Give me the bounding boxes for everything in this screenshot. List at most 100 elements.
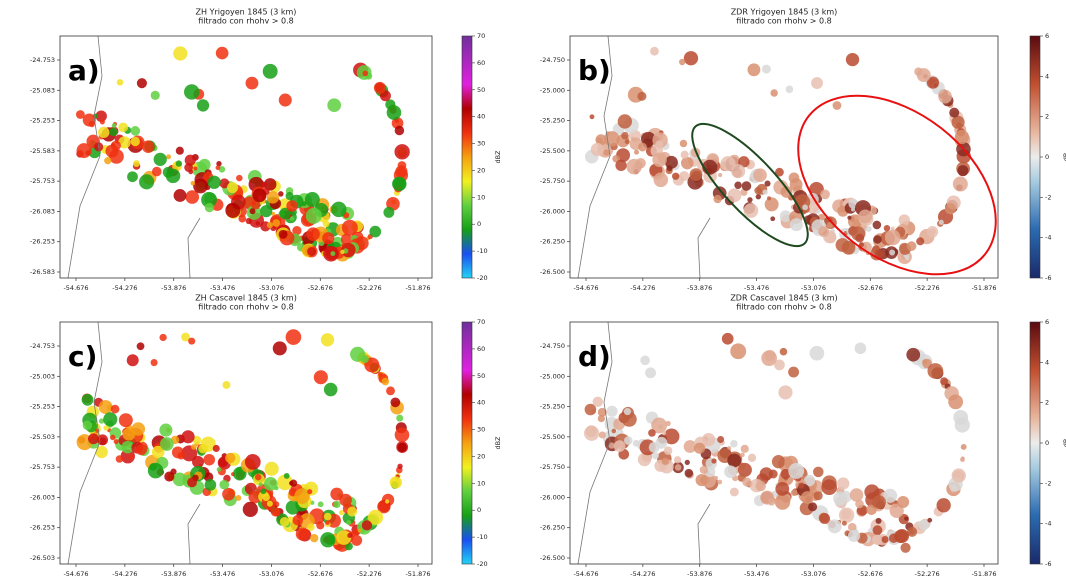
radar-echo xyxy=(378,372,383,377)
radar-echo xyxy=(173,46,188,61)
y-tick-label: -25.753 xyxy=(30,177,55,185)
radar-echo xyxy=(680,150,689,159)
colorbar-tick-label: -10 xyxy=(477,533,488,541)
highlight-ellipse xyxy=(691,122,809,248)
radar-echo xyxy=(753,168,767,183)
radar-echo xyxy=(872,220,882,230)
radar-echo xyxy=(638,142,647,152)
radar-echo xyxy=(624,139,630,145)
radar-echo xyxy=(362,70,369,77)
radar-echo xyxy=(761,350,777,367)
x-tick-label: -53.476 xyxy=(210,284,235,292)
radar-echo xyxy=(262,63,278,79)
radar-echo xyxy=(603,149,610,156)
x-tick-label: -51.876 xyxy=(971,284,996,292)
radar-echo xyxy=(653,172,669,188)
radar-echo xyxy=(245,217,252,225)
x-tick-label: -54.276 xyxy=(630,284,655,292)
radar-echo xyxy=(645,367,656,379)
radar-echo xyxy=(274,485,279,491)
x-tick-label: -52.676 xyxy=(858,284,883,292)
colorbar-tick-label: 2 xyxy=(1045,113,1049,121)
radar-echo xyxy=(900,542,911,553)
radar-echo xyxy=(634,161,643,170)
map-frame xyxy=(569,321,999,565)
radar-echo xyxy=(684,459,690,465)
radar-echo xyxy=(664,155,678,169)
radar-echo xyxy=(193,178,208,194)
radar-echo xyxy=(254,473,262,481)
radar-echo xyxy=(883,224,891,232)
radar-echo xyxy=(279,517,290,527)
radar-echo xyxy=(798,482,805,489)
radar-echo xyxy=(120,449,135,464)
radar-echo xyxy=(693,442,706,454)
y-tick-label: -26.500 xyxy=(540,268,565,276)
radar-echo xyxy=(294,488,310,504)
y-tick-label: -25.003 xyxy=(30,372,55,380)
radar-echo xyxy=(854,342,867,355)
radar-echo xyxy=(116,79,124,86)
radar-echo xyxy=(136,78,147,89)
radar-echo xyxy=(109,434,116,441)
radar-echo xyxy=(661,457,669,465)
radar-echo xyxy=(346,519,352,525)
colorbar-tick-label: 60 xyxy=(477,59,485,67)
radar-echo xyxy=(759,467,773,481)
y-tick-label: -26.000 xyxy=(540,207,565,215)
radar-echo xyxy=(740,444,749,453)
radar-echo xyxy=(98,418,105,424)
radar-echo xyxy=(306,227,320,241)
x-tick-label: -54.676 xyxy=(63,570,88,578)
radar-echo xyxy=(129,454,134,460)
radar-echo xyxy=(177,452,185,460)
radar-echo xyxy=(683,51,699,66)
radar-echo xyxy=(207,175,221,189)
border-line xyxy=(187,217,201,279)
radar-echo xyxy=(724,465,737,479)
radar-echo xyxy=(201,191,217,208)
radar-echo xyxy=(188,337,196,345)
radar-echo xyxy=(898,513,910,525)
radar-echo xyxy=(890,226,895,231)
radar-echo xyxy=(648,429,656,437)
radar-echo xyxy=(957,165,969,177)
y-tick-label: -25.503 xyxy=(30,433,55,441)
radar-echo xyxy=(244,454,261,470)
radar-echo xyxy=(103,412,118,427)
y-tick-label: -26.583 xyxy=(30,268,55,276)
radar-echo xyxy=(730,343,747,360)
radar-echo xyxy=(873,235,882,244)
panel-subtitle: filtrado con rhohv > 0.8 xyxy=(198,17,293,26)
colorbar-tick-label: 40 xyxy=(477,113,485,121)
colorbar-tick-label: 60 xyxy=(477,345,485,353)
x-tick-label: -53.876 xyxy=(687,570,712,578)
radar-echo xyxy=(650,46,659,56)
radar-echo xyxy=(711,458,717,464)
radar-echo xyxy=(789,218,803,232)
y-tick-label: -26.503 xyxy=(30,554,55,562)
colorbar-tick-label: 20 xyxy=(477,166,485,174)
y-tick-label: -26.253 xyxy=(30,524,55,532)
radar-echo xyxy=(835,238,850,252)
radar-echo xyxy=(790,489,798,497)
radar-echo xyxy=(909,529,915,535)
radar-echo xyxy=(212,444,220,453)
border-line xyxy=(577,321,613,565)
radar-echo xyxy=(741,181,752,191)
border-line xyxy=(577,35,613,279)
radar-echo xyxy=(665,420,671,427)
colorbar-tick-label: 10 xyxy=(477,479,485,487)
radar-echo xyxy=(258,482,263,487)
colorbar-tick-label: 50 xyxy=(477,86,485,94)
radar-echo xyxy=(331,201,347,218)
radar-field xyxy=(75,46,410,262)
x-tick-label: -53.476 xyxy=(744,284,769,292)
radar-field xyxy=(584,332,970,553)
radar-echo xyxy=(936,498,951,513)
y-tick-label: -26.250 xyxy=(540,238,565,246)
radar-echo xyxy=(153,152,167,166)
colorbar-label: dB xyxy=(1062,439,1066,448)
border-line xyxy=(187,503,201,565)
